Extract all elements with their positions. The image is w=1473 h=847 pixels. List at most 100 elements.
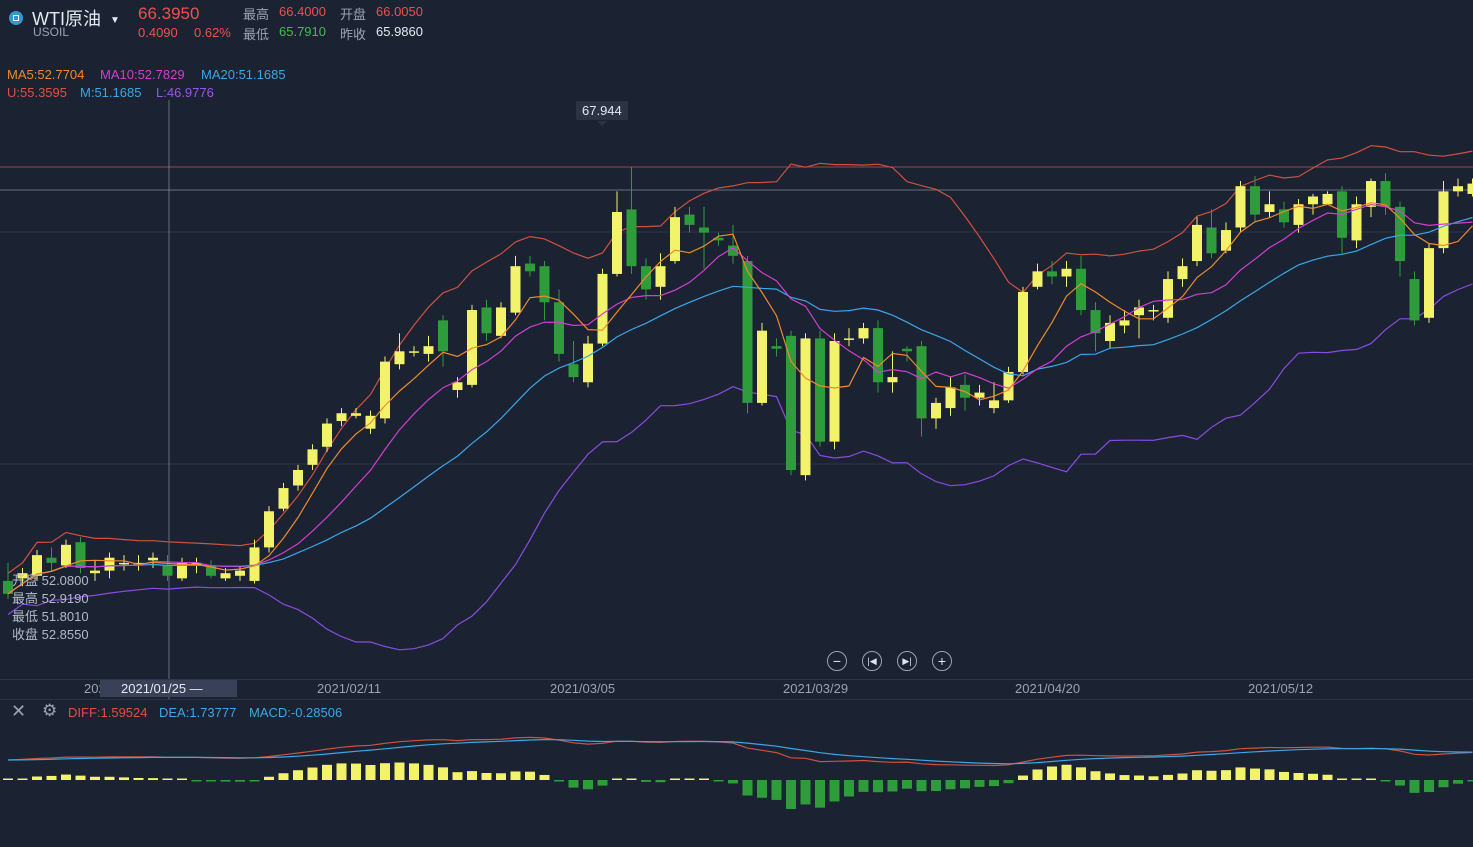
macd-bar <box>351 763 361 780</box>
boll-lower-legend: L:46.9776 <box>156 85 214 100</box>
macd-bar <box>365 764 376 780</box>
macd-bar <box>1279 771 1289 780</box>
candle <box>742 255 753 414</box>
macd-bar <box>800 780 811 805</box>
candle <box>177 557 187 581</box>
candle-body <box>800 338 811 476</box>
candle <box>1380 173 1391 215</box>
candle-body <box>1380 181 1391 207</box>
macd-bar <box>1105 773 1115 780</box>
candle <box>815 330 825 447</box>
indicator-settings-button[interactable]: ⚙ <box>42 702 57 720</box>
candle-body <box>467 310 477 385</box>
candle <box>1221 222 1231 254</box>
date-label: 2021/04/20 <box>1015 681 1081 696</box>
ma20-line <box>7 216 1473 595</box>
candle-body <box>423 346 434 354</box>
macd-bar <box>104 776 115 780</box>
candle <box>1090 302 1101 352</box>
candle <box>931 397 941 429</box>
ma10-line <box>7 203 1473 595</box>
candle-body <box>1076 268 1086 311</box>
macd-bar <box>278 773 289 780</box>
close-indicator-button[interactable]: ✕ <box>11 702 26 720</box>
candle-body <box>307 449 318 465</box>
candle <box>1105 315 1115 349</box>
ohlc-open: 开盘 52.0800 <box>12 573 89 588</box>
candle-body <box>162 565 173 576</box>
macd-bar <box>61 774 71 780</box>
scroll-forward-button[interactable]: ▶| <box>897 651 917 671</box>
candle-body <box>916 346 927 419</box>
candlestick-chart[interactable] <box>0 0 1473 700</box>
candle <box>1322 191 1333 205</box>
macd-bar <box>452 772 463 780</box>
candle-body <box>1206 227 1217 254</box>
candle <box>336 408 347 427</box>
candle <box>554 289 564 362</box>
candle <box>771 338 782 357</box>
zoom-out-button[interactable]: − <box>827 651 847 671</box>
candle-body <box>133 562 144 565</box>
candle <box>1206 209 1217 259</box>
price-change: 0.4090 <box>138 25 178 40</box>
ma10-legend: MA10:52.7829 <box>100 67 185 82</box>
macd-bar <box>1395 780 1405 786</box>
macd-bar <box>1061 764 1072 780</box>
candle <box>1003 366 1014 403</box>
candle <box>989 382 999 414</box>
macd-bar <box>467 771 477 780</box>
macd-bar <box>46 775 57 780</box>
candle-body <box>380 361 390 419</box>
macd-bar <box>1119 775 1130 780</box>
macd-bar <box>858 780 869 792</box>
macd-bar <box>931 780 941 792</box>
macd-bar <box>438 767 448 780</box>
macd-bar <box>1424 780 1434 793</box>
candle <box>568 340 579 383</box>
candle-body <box>728 245 738 256</box>
date-label: 2021/03/05 <box>550 681 616 696</box>
macd-bar <box>90 776 100 780</box>
macd-bar <box>1076 767 1086 780</box>
candle <box>1163 271 1173 323</box>
macd-bar <box>1032 769 1043 780</box>
candle <box>1308 193 1318 215</box>
candle-body <box>394 351 405 365</box>
candle <box>597 268 608 347</box>
macd-bar <box>380 763 390 780</box>
zoom-in-button[interactable]: + <box>932 651 952 671</box>
boll-lower-line <box>7 283 1473 651</box>
candle-body <box>612 211 622 274</box>
candle <box>655 253 666 300</box>
instrument-code: USOIL <box>33 25 70 39</box>
candle <box>1018 286 1028 375</box>
macd-chart[interactable] <box>0 700 1473 847</box>
chevron-down-icon: ▼ <box>110 14 120 26</box>
macd-bar <box>641 780 651 782</box>
candle-body <box>655 266 666 287</box>
candle-body <box>61 544 71 566</box>
macd-bar <box>902 780 912 789</box>
candle-body <box>539 266 550 303</box>
candle-body <box>496 307 506 336</box>
candle <box>960 374 970 411</box>
candle-body <box>235 570 245 576</box>
candle-body <box>1395 206 1405 262</box>
scroll-back-button[interactable]: |◀ <box>862 651 882 671</box>
candle-body <box>409 351 419 353</box>
candle <box>844 328 854 347</box>
candle <box>916 340 927 437</box>
candle <box>873 320 883 393</box>
candle-body <box>887 377 898 383</box>
instrument-name: WTI原油 <box>32 9 101 29</box>
price-change-pct: 0.62% <box>194 25 231 40</box>
candle-body <box>1105 322 1115 341</box>
boll-upper-legend: U:55.3595 <box>7 85 67 100</box>
macd-bar <box>17 778 28 780</box>
instrument-selector[interactable]: WTI原油 ▼ <box>32 5 120 31</box>
macd-bar <box>1453 780 1463 784</box>
ohlc-panel: 开盘 52.0800 最高 52.9190 最低 51.8010 收盘 52.8… <box>12 572 89 644</box>
candle-body <box>931 402 941 419</box>
candle <box>206 560 216 579</box>
